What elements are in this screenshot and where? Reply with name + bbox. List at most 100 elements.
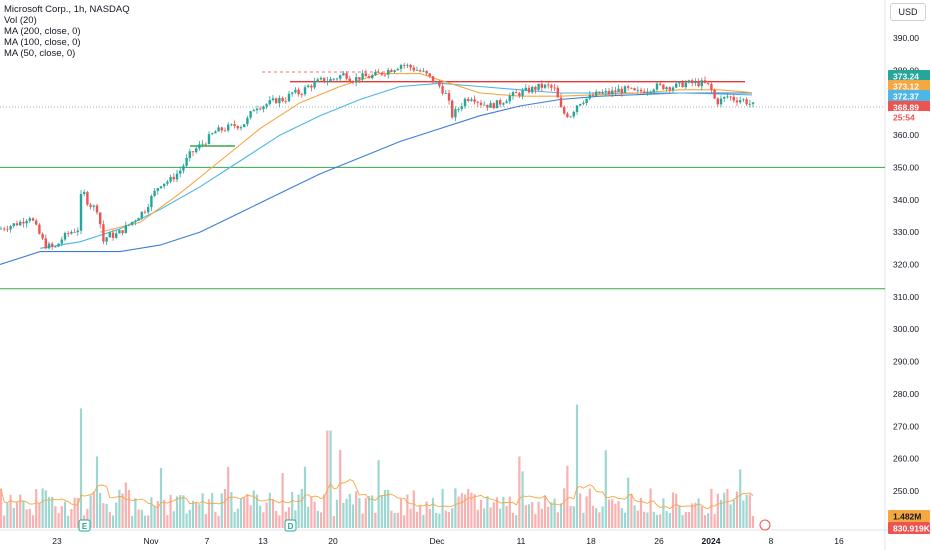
earnings-marker: E xyxy=(78,519,91,532)
candle-body xyxy=(537,83,540,90)
volume-bar xyxy=(86,508,89,528)
volume-bar xyxy=(3,515,6,528)
candle-body xyxy=(646,91,649,93)
legend-ma100[interactable]: MA (100, close, 0) xyxy=(4,37,81,48)
candle-body xyxy=(745,99,748,105)
candle-body xyxy=(188,151,191,158)
candle-body xyxy=(476,101,479,103)
candle-body xyxy=(313,81,316,88)
flash-icon[interactable] xyxy=(759,519,771,531)
candle-body xyxy=(623,86,627,93)
volume-bar xyxy=(569,505,572,528)
candle-body xyxy=(630,87,633,89)
volume-bar xyxy=(390,510,393,528)
price-tick-label: 270.00 xyxy=(893,421,919,431)
candle-body xyxy=(691,80,694,84)
candle-body xyxy=(0,228,3,230)
volume-bar xyxy=(611,499,614,528)
volume-bar xyxy=(355,491,358,528)
volume-bar xyxy=(319,512,323,528)
candle-body xyxy=(361,73,364,80)
candle-body xyxy=(687,80,691,83)
candle-body xyxy=(643,91,646,93)
volume-bar xyxy=(57,513,60,528)
volume-bar xyxy=(614,503,617,528)
volume-bar xyxy=(259,505,262,528)
price-tick-label: 390.00 xyxy=(893,33,919,43)
volume-bar xyxy=(25,509,28,528)
candle-body xyxy=(25,220,28,224)
volume-bar xyxy=(310,496,313,528)
candle-body xyxy=(201,143,204,145)
legend-ma200[interactable]: MA (200, close, 0) xyxy=(4,26,81,37)
dividend-marker: D xyxy=(284,519,297,532)
candle-body xyxy=(425,70,428,74)
volume-bar xyxy=(278,515,281,528)
volume-bar xyxy=(230,492,233,528)
volume-bar xyxy=(9,494,12,528)
volume-bar xyxy=(729,504,732,528)
candle-body xyxy=(239,127,243,129)
volume-bar xyxy=(467,488,470,528)
volume-bar xyxy=(326,430,329,528)
volume-bar xyxy=(73,497,76,528)
volume-bar xyxy=(262,512,265,528)
volume-bar xyxy=(217,515,220,528)
time-axis[interactable]: 23 Nov 7 13 20 Dec 11 18 26 2024 8 16 xyxy=(52,536,844,546)
currency-button[interactable]: USD xyxy=(890,3,926,21)
volume-bar xyxy=(742,500,745,528)
volume-bar xyxy=(675,493,678,528)
candle-body xyxy=(3,228,6,230)
volume-bar xyxy=(6,502,9,528)
candle-body xyxy=(739,100,742,103)
legend-ma50[interactable]: MA (50, close, 0) xyxy=(4,48,76,59)
volume-bar xyxy=(131,515,134,528)
candle-body xyxy=(67,232,70,234)
volume-bar xyxy=(403,515,406,528)
candle-body xyxy=(665,87,668,90)
volume-bar xyxy=(486,496,489,528)
volume-bar xyxy=(313,501,316,528)
volume-bar xyxy=(655,514,659,528)
candle-body xyxy=(51,243,54,247)
volume-bar xyxy=(723,492,726,528)
badge-volume-ma: 1.482M xyxy=(893,512,921,522)
candle-body xyxy=(137,218,140,221)
volume-bar xyxy=(694,502,697,528)
candle-body xyxy=(399,65,403,69)
volume-bar xyxy=(412,490,415,528)
candle-body xyxy=(332,78,335,80)
candle-body xyxy=(243,124,246,128)
volume-bar xyxy=(524,505,527,528)
candle-body xyxy=(662,84,665,90)
candle-body xyxy=(627,86,630,88)
volume-bar xyxy=(307,506,310,528)
candle-body xyxy=(143,211,147,213)
candle-body xyxy=(31,218,35,221)
volume-bar xyxy=(220,493,223,528)
legend-volume[interactable]: Vol (20) xyxy=(4,15,37,26)
dividend-marker-letter: D xyxy=(288,522,294,531)
volume-bar xyxy=(316,510,319,528)
volume-bar xyxy=(719,499,723,528)
candle-body xyxy=(214,131,217,134)
candle-body xyxy=(355,77,358,83)
volume-bar xyxy=(713,514,716,528)
volume-bar xyxy=(678,505,681,528)
volume-bar xyxy=(572,506,575,528)
candle-body xyxy=(118,230,121,234)
candle-body xyxy=(121,230,124,234)
volume-bars xyxy=(0,404,755,528)
volume-bar xyxy=(99,492,102,528)
volume-bar xyxy=(431,498,435,528)
candle-body xyxy=(588,94,591,99)
candle-body xyxy=(63,232,67,240)
volume-bar xyxy=(447,511,451,528)
volume-bar xyxy=(495,497,499,528)
volume-bar xyxy=(396,512,399,528)
horizontal-levels xyxy=(0,71,885,290)
candle-body xyxy=(220,127,223,131)
volume-bar xyxy=(236,508,239,528)
candle-body xyxy=(233,124,236,127)
